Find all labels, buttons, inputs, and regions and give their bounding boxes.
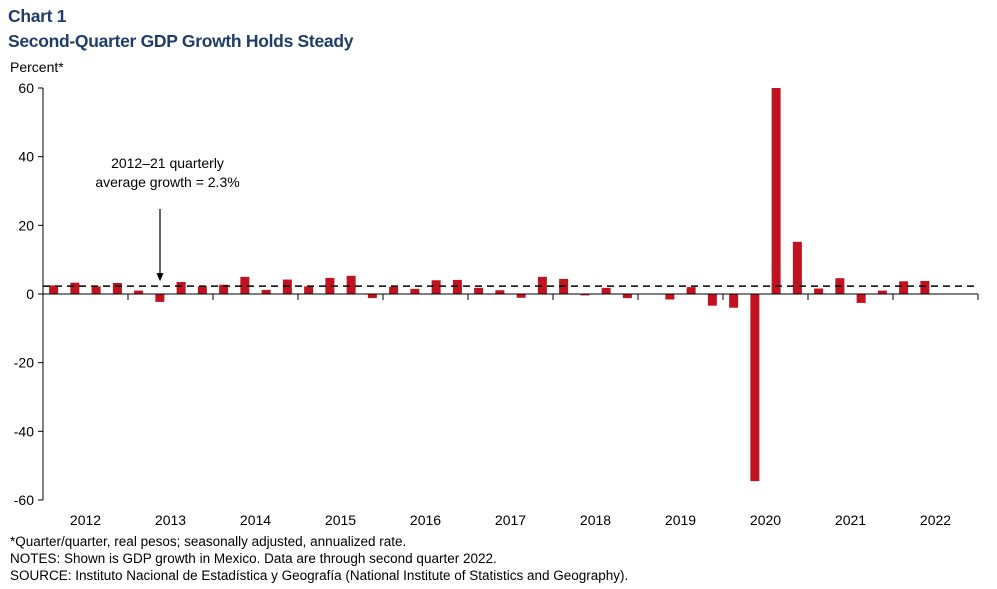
x-year-label: 2014	[240, 512, 271, 528]
bar-2019Q4	[707, 294, 717, 306]
x-year-label: 2022	[920, 512, 951, 528]
x-year-label: 2021	[835, 512, 866, 528]
x-year-label: 2018	[580, 512, 611, 528]
annotation-line-2: average growth = 2.3%	[95, 174, 240, 190]
bar-2018Q4	[622, 294, 632, 299]
x-year-label: 2016	[410, 512, 441, 528]
bar-2016Q1	[389, 286, 399, 294]
x-axis-ticks	[42, 294, 979, 300]
y-tick-label: 20	[18, 217, 34, 233]
annotation-arrowhead	[156, 273, 164, 282]
y-axis-tick-labels: 60 40 20 0 -20 -40 -60	[14, 80, 34, 508]
bar-2014Q3	[261, 289, 271, 294]
bar-2016Q4	[452, 279, 462, 294]
bar-2016Q2	[410, 288, 420, 294]
y-tick-label: 40	[18, 149, 34, 165]
bar-2014Q2	[240, 276, 250, 294]
bar-2015Q4	[367, 294, 377, 299]
bar-2018Q2	[580, 294, 590, 296]
x-year-label: 2017	[495, 512, 526, 528]
bar-2013Q2	[155, 294, 165, 302]
y-axis-unit-label: Percent*	[10, 59, 64, 75]
bar-2019Q3	[686, 287, 696, 294]
footnote: *Quarter/quarter, real pesos; seasonally…	[10, 534, 407, 549]
bar-2017Q4	[537, 276, 547, 294]
x-year-label: 2013	[155, 512, 186, 528]
x-year-label: 2019	[665, 512, 696, 528]
bar-2013Q3	[176, 281, 186, 294]
y-tick-label: -60	[14, 492, 34, 508]
bar-2022Q1	[899, 281, 909, 294]
chart-title: Second-Quarter GDP Growth Holds Steady	[8, 31, 354, 51]
bar-2021Q3	[856, 294, 866, 303]
bar-2017Q2	[495, 290, 505, 294]
bar-2012Q3	[91, 286, 101, 294]
y-tick-label: 0	[26, 286, 34, 302]
bar-2022Q2	[920, 280, 930, 294]
bar-2012Q1	[49, 285, 59, 294]
bar-2012Q4	[112, 283, 122, 294]
bar-2019Q2	[665, 294, 675, 300]
x-year-label: 2012	[70, 512, 101, 528]
y-tick-label: -20	[14, 355, 34, 371]
x-year-label: 2020	[750, 512, 781, 528]
bars	[49, 88, 930, 482]
bar-2018Q3	[601, 287, 611, 294]
bar-2020Q2	[750, 294, 760, 482]
bar-2015Q2	[325, 277, 335, 294]
y-tick-label: 60	[18, 80, 34, 96]
notes-text: NOTES: Shown is GDP growth in Mexico. Da…	[10, 551, 497, 566]
bar-2021Q1	[814, 288, 824, 294]
bar-2020Q4	[792, 241, 802, 294]
bar-2017Q1	[474, 287, 484, 294]
annotation-line-1: 2012–21 quarterly	[111, 155, 224, 171]
source-text: SOURCE: Instituto Nacional de Estadístic…	[10, 568, 629, 583]
bar-2016Q3	[431, 280, 441, 294]
bar-2013Q1	[134, 290, 144, 294]
bar-2020Q3	[771, 88, 781, 294]
bar-2020Q1	[729, 294, 739, 308]
bar-2014Q1	[219, 284, 229, 294]
bar-2017Q3	[516, 294, 526, 298]
y-axis-ticks	[38, 87, 43, 501]
chart-number: Chart 1	[8, 6, 67, 26]
x-year-label: 2015	[325, 512, 356, 528]
bar-2015Q1	[304, 286, 314, 294]
bar-2015Q3	[346, 275, 356, 294]
y-tick-label: -40	[14, 423, 34, 439]
bar-2012Q2	[70, 282, 80, 294]
bar-2013Q4	[197, 286, 207, 294]
x-axis-year-labels: 2012 2013 2014 2015 2016 2017 2018 2019 2020 2021…	[70, 512, 951, 528]
bar-2021Q4	[877, 290, 887, 294]
